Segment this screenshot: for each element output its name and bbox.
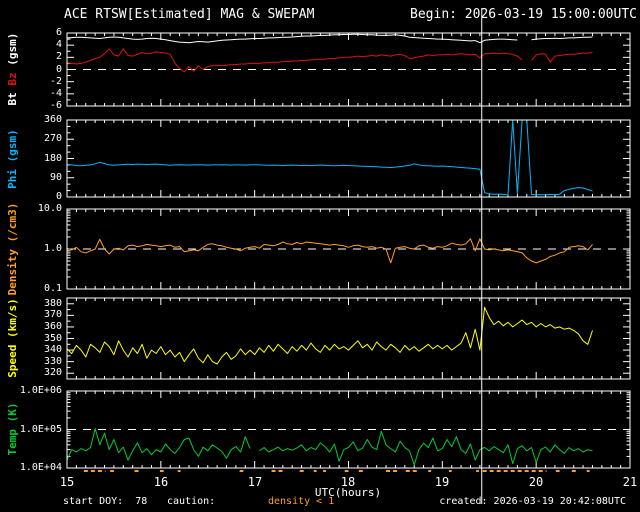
y-tick-label: 0 xyxy=(55,191,62,202)
x-tick-label: 15 xyxy=(59,475,75,489)
y-tick-label: 350 xyxy=(43,332,62,344)
y-tick-label: 370 xyxy=(43,309,62,321)
panel-frame xyxy=(66,119,631,198)
y-tick-label: 360 xyxy=(43,320,62,332)
start-doy-label: start DOY: 78 xyxy=(63,496,148,507)
y-tick-label: -4 xyxy=(49,87,62,99)
panel-frame xyxy=(66,32,631,107)
x-tick-label: 21 xyxy=(622,475,638,489)
panel-frame xyxy=(66,297,631,380)
y-tick-label: 10.0 xyxy=(37,203,62,214)
y-tick-label: -6 xyxy=(49,100,62,111)
begin-timestamp: Begin: 2026-03-19 15:00:00UTC xyxy=(410,7,637,22)
y-tick-label: 0 xyxy=(55,63,62,75)
y-tick-label: -2 xyxy=(49,75,62,87)
y-tick-label: 180 xyxy=(43,152,62,164)
trace-temp xyxy=(66,428,593,466)
x-tick-label: 17 xyxy=(247,475,263,489)
y-tick-label: 340 xyxy=(43,344,62,356)
trace-speed xyxy=(66,306,593,365)
x-tick-label: 19 xyxy=(434,475,450,489)
caution-value-label: density < 1 xyxy=(268,496,335,507)
trace-bz xyxy=(66,48,593,73)
y-tick-label: 1.0E+06 xyxy=(19,385,62,396)
y-tick-label: 4 xyxy=(55,39,62,51)
plot-title: ACE RTSW[Estimated] MAG & SWEPAM xyxy=(64,7,315,22)
x-tick-label: 18 xyxy=(340,475,356,489)
y-tick-label: 1.0 xyxy=(43,243,62,254)
y-tick-label: 1.0E+04 xyxy=(19,462,62,473)
y-tick-label: 380 xyxy=(43,297,62,309)
y-tick-label: 2 xyxy=(55,51,62,63)
trace-phi xyxy=(66,119,593,196)
x-tick-label: 16 xyxy=(153,475,169,489)
panel-frame xyxy=(66,390,631,469)
y-tick-label: 90 xyxy=(49,171,62,183)
y-tick-label: 320 xyxy=(43,367,62,379)
caution-label: caution: xyxy=(167,496,216,507)
trace-density xyxy=(66,238,593,264)
x-axis-title: UTC(hours) xyxy=(314,486,382,499)
trace-bt xyxy=(66,33,593,44)
y-tick-label: 360 xyxy=(43,114,62,125)
x-tick-label: 20 xyxy=(528,475,544,489)
created-timestamp: created: 2026-03-19 20:42:08UTC xyxy=(439,496,626,507)
y-tick-label: 0.1 xyxy=(43,283,62,294)
y-tick-label: 6 xyxy=(55,27,62,38)
y-tick-label: 270 xyxy=(43,133,62,145)
y-tick-label: 330 xyxy=(43,355,62,367)
panel-frame xyxy=(66,208,631,290)
y-tick-label: 1.0E+05 xyxy=(19,423,62,435)
